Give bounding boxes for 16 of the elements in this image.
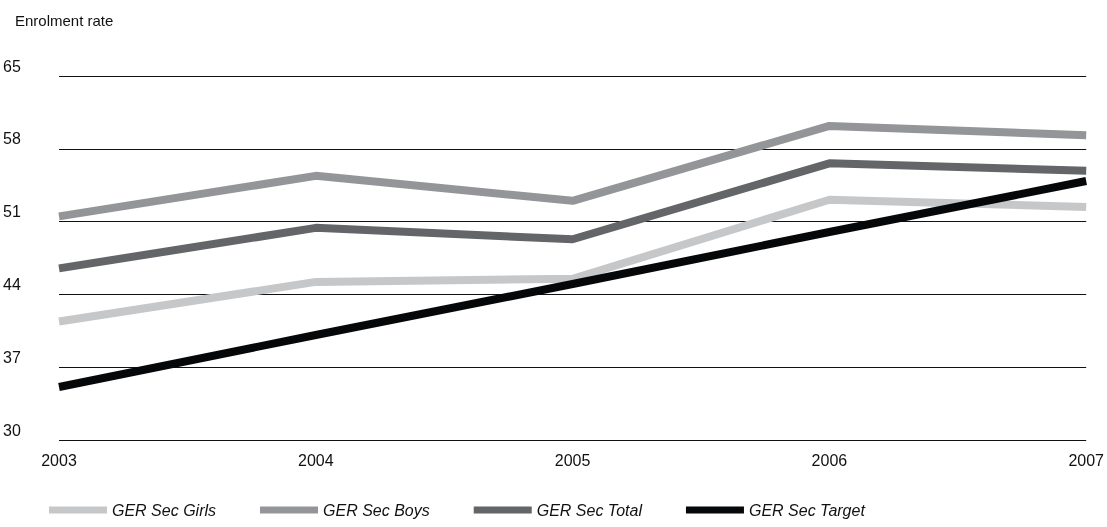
y-tick-label: 51 bbox=[3, 203, 21, 221]
x-tick-label: 2007 bbox=[1068, 451, 1105, 469]
legend-label: GER Sec Target bbox=[748, 501, 866, 519]
y-tick-label: 65 bbox=[3, 57, 21, 75]
y-tick-label: 58 bbox=[3, 130, 21, 148]
legend-label: GER Sec Total bbox=[536, 501, 643, 519]
x-tick-label: 2005 bbox=[554, 451, 591, 469]
legend-label: GER Sec Boys bbox=[323, 501, 430, 519]
y-tick-label: 37 bbox=[3, 348, 21, 366]
x-tick-label: 2006 bbox=[811, 451, 848, 469]
x-tick-label: 2004 bbox=[298, 451, 334, 469]
x-tick-label: 2003 bbox=[41, 451, 77, 469]
y-axis-title: Enrolment rate bbox=[15, 12, 114, 29]
y-tick-label: 30 bbox=[3, 421, 21, 439]
y-tick-label: 44 bbox=[3, 275, 21, 293]
legend-label: GER Sec Girls bbox=[112, 501, 217, 519]
